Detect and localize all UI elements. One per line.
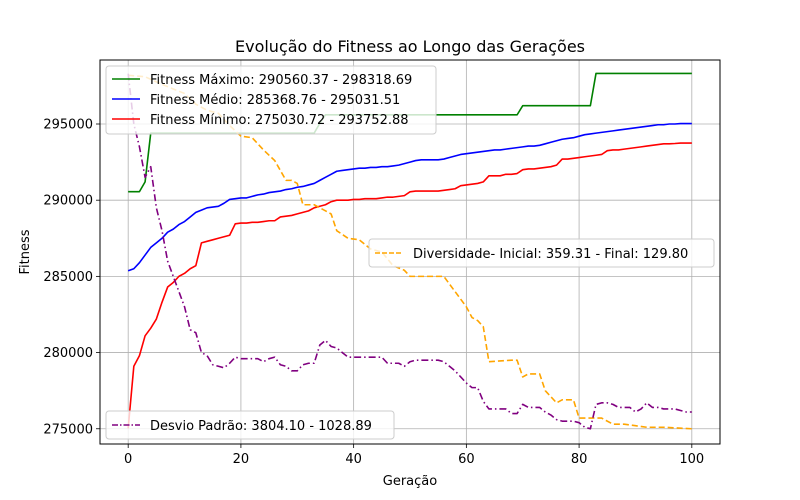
legend-box [368,238,715,268]
legend-box [105,65,437,135]
y-tick-label: 275000 [43,422,93,437]
series-min-line [127,142,692,429]
x-tick-label: 80 [571,452,588,467]
y-tick-label: 285000 [43,270,93,285]
x-tick-label: 60 [458,452,475,467]
plot-frame [99,59,721,445]
x-tick-label: 0 [124,452,132,467]
legend-center-right: Diversidade- Inicial: 359.31 - Final: 12… [368,238,715,268]
y-tick-label: 295000 [43,118,93,133]
legend-label-diversity: Diversidade- Inicial: 359.31 - Final: 12… [413,247,688,262]
x-axis-label: Geração [383,474,437,489]
legend-label-mean: Fitness Médio: 285368.76 - 295031.51 [150,93,400,108]
y-tick-label: 290000 [43,194,93,209]
legend-upper-left: Fitness Máximo: 290560.37 - 298318.69 Fi… [105,65,437,135]
x-ticks: 0 20 40 60 80 100 [124,444,704,467]
y-ticks: 275000 280000 285000 290000 295000 [43,118,100,437]
x-tick-label: 40 [345,452,362,467]
series-mean-line [127,122,692,272]
legend-label-max: Fitness Máximo: 290560.37 - 298318.69 [150,73,412,88]
legend-label-std: Desvio Padrão: 3804.10 - 1028.89 [150,419,372,434]
x-tick-label: 100 [679,452,704,467]
series-std-line [127,73,692,430]
x-tick-label: 20 [233,452,250,467]
y-axis-label: Fitness [18,229,33,274]
legend-box [105,410,395,440]
legend-label-min: Fitness Mínimo: 275030.72 - 293752.88 [150,113,409,128]
legend-lower-left: Desvio Padrão: 3804.10 - 1028.89 [105,410,395,440]
chart-title: Evolução do Fitness ao Longo das Geraçõe… [235,37,585,56]
y-tick-label: 280000 [43,346,93,361]
